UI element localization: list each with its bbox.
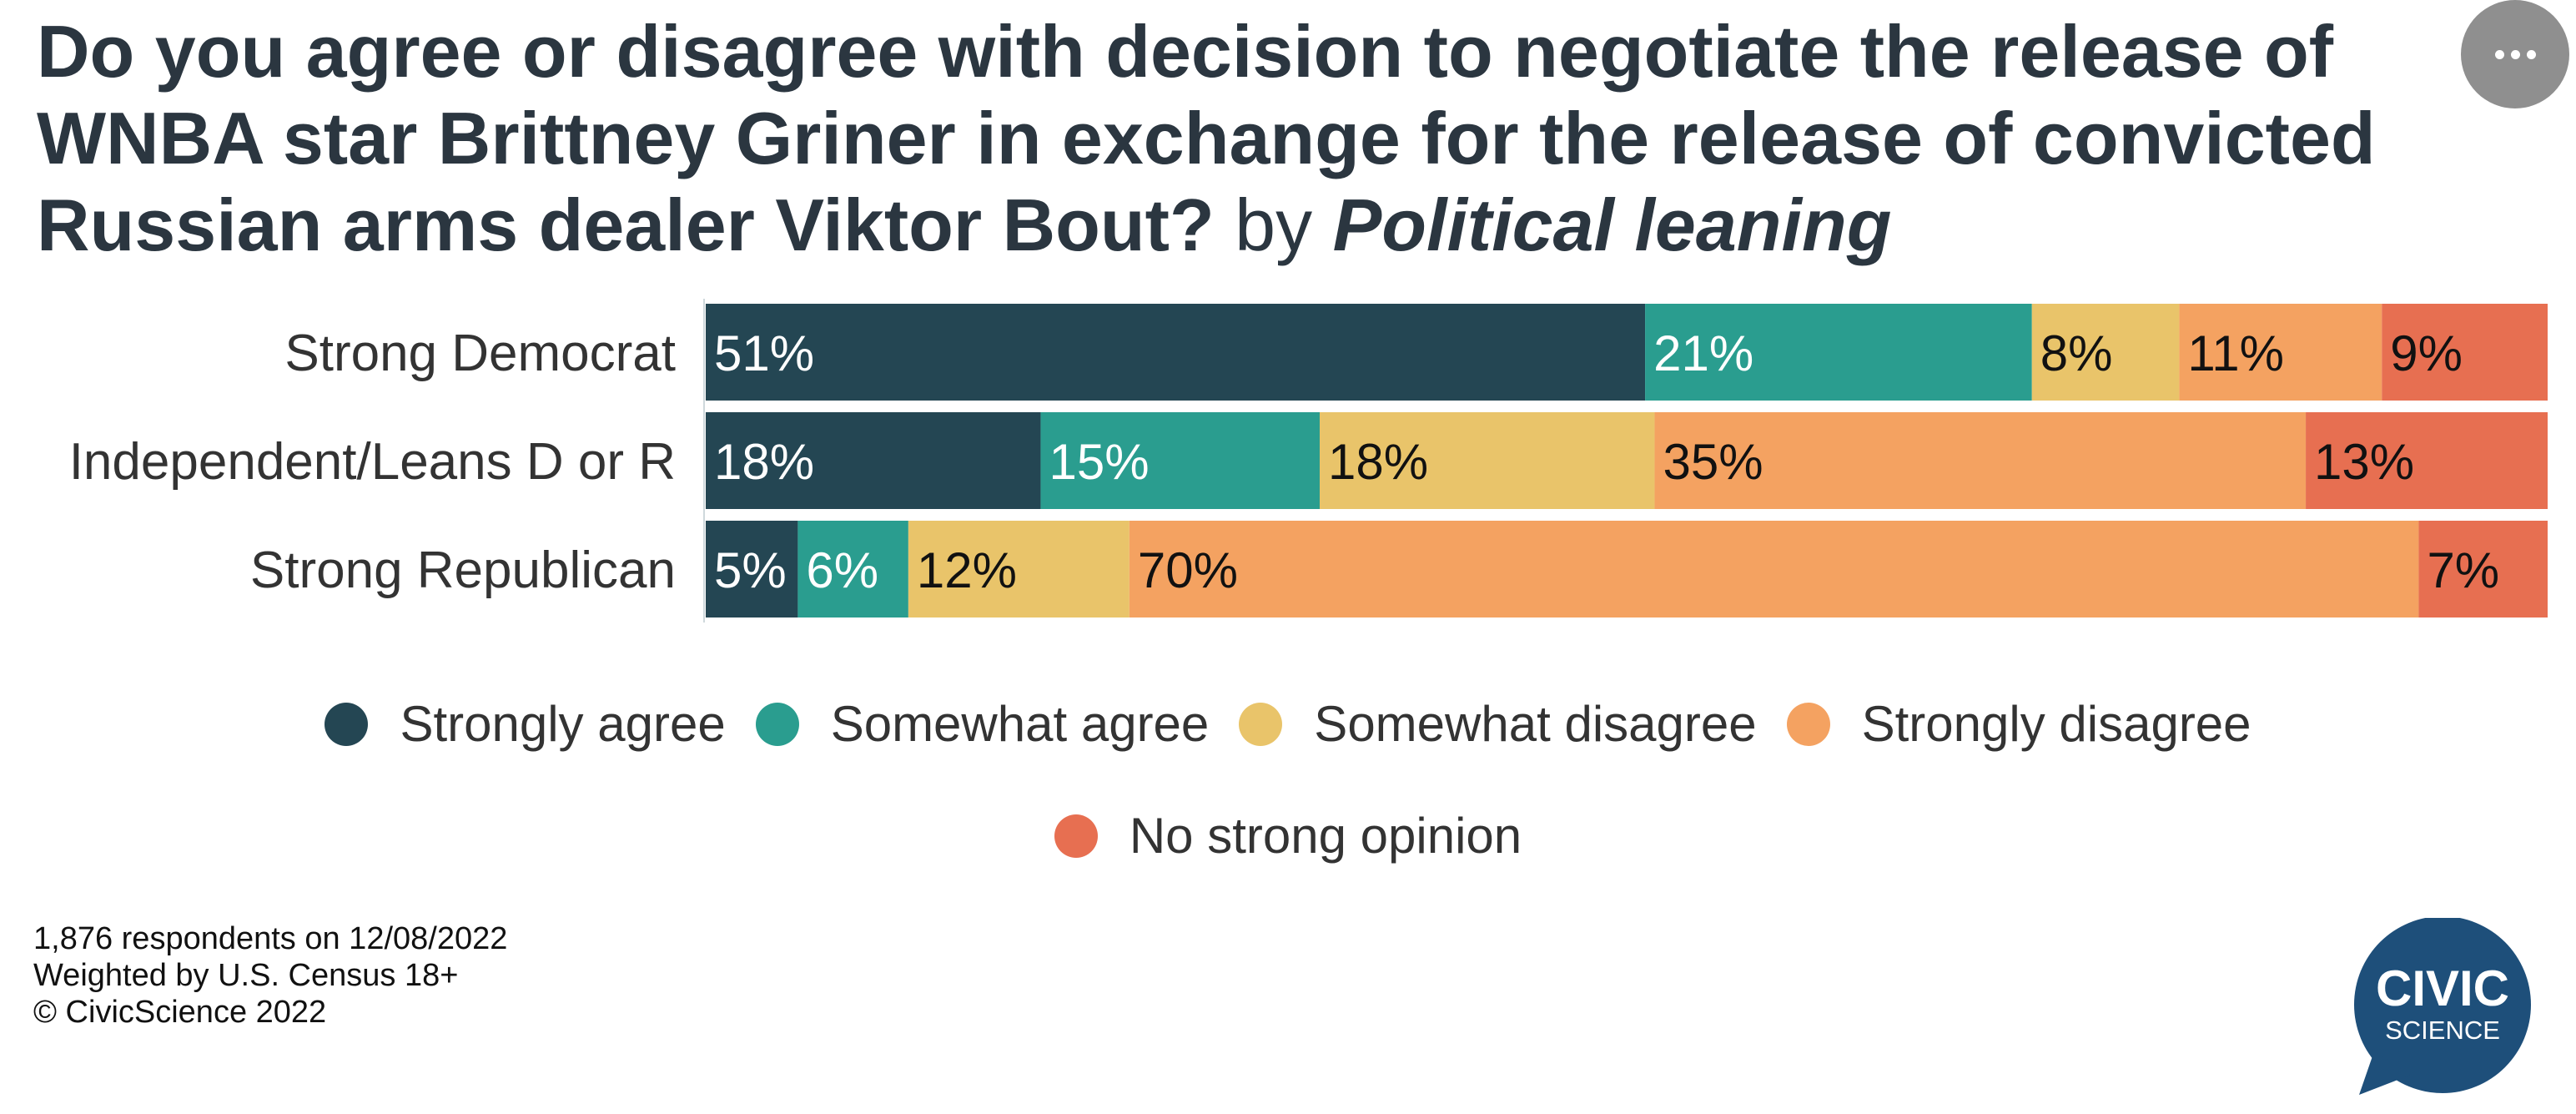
bar-segment xyxy=(1645,304,2032,401)
legend-label: Strongly disagree xyxy=(1861,696,2251,752)
bar-segment xyxy=(1040,412,1320,509)
civicscience-logo: CIVIC SCIENCE xyxy=(2354,918,2531,1095)
data-label: 6% xyxy=(806,542,878,598)
title-question: Do you agree or disagree with decision t… xyxy=(37,10,2376,266)
footer-weighting: Weighted by U.S. Census 18+ xyxy=(33,958,459,993)
data-label: 70% xyxy=(1138,542,1238,598)
legend-swatch xyxy=(1054,814,1098,858)
legend-item: Somewhat disagree xyxy=(1239,693,1757,756)
legend-swatch xyxy=(1786,703,1830,746)
legend-item: No strong opinion xyxy=(1054,804,1522,868)
bar-segment xyxy=(2306,412,2548,509)
bar-segment xyxy=(2418,521,2548,617)
bar-segment xyxy=(797,521,908,617)
stacked-bar-chart: Strong Democrat 51% 21% 8% 11% 9% Independent/… xyxy=(69,299,2548,623)
legend-label: Strongly agree xyxy=(400,696,726,752)
bar-segment xyxy=(2179,304,2382,401)
data-label: 35% xyxy=(1663,434,1763,490)
legend-label: No strong opinion xyxy=(1129,808,1522,864)
data-label: 11% xyxy=(2187,325,2284,381)
data-label: 21% xyxy=(1653,325,1753,381)
bar-segment xyxy=(1129,521,2419,617)
chart-footer: 1,876 respondents on 12/08/2022 Weighted… xyxy=(33,920,507,1031)
legend-label: Somewhat agree xyxy=(830,696,1210,752)
category-label: Strong Democrat xyxy=(284,325,676,382)
legend-swatch xyxy=(325,703,369,746)
legend-item: Somewhat agree xyxy=(755,693,1210,756)
legend-item: Strongly disagree xyxy=(1786,693,2251,756)
bar-segment xyxy=(2382,304,2548,401)
bar-segment xyxy=(1654,412,2307,509)
data-label: 7% xyxy=(2427,542,2499,598)
data-label: 13% xyxy=(2314,434,2414,490)
chart-legend: Strongly agree Somewhat agree Somewhat dis… xyxy=(0,693,2576,868)
title-by: by xyxy=(1235,184,1313,266)
category-label: Strong Republican xyxy=(250,542,676,599)
title-segment: Political leaning xyxy=(1332,184,1892,266)
legend-item: Strongly agree xyxy=(325,693,726,756)
footer-copyright: © CivicScience 2022 xyxy=(33,995,327,1030)
chart-title: Do you agree or disagree with decision t… xyxy=(37,8,2439,269)
data-label: 18% xyxy=(1328,434,1428,490)
data-label: 18% xyxy=(714,434,814,490)
data-label: 12% xyxy=(917,542,1017,598)
footer-respondents: 1,876 respondents on 12/08/2022 xyxy=(33,921,508,956)
category-label: Independent/Leans D or R xyxy=(69,433,676,491)
logo-text-civic: CIVIC xyxy=(2376,960,2509,1016)
bar-segment xyxy=(1320,412,1655,509)
bar-segment xyxy=(908,521,1130,617)
more-options-button[interactable] xyxy=(2461,0,2569,108)
more-horizontal-icon xyxy=(2461,0,2569,108)
legend-swatch xyxy=(1239,703,1283,746)
bar-segment xyxy=(706,521,798,617)
logo-text-science: SCIENCE xyxy=(2385,1016,2500,1045)
legend-label: Somewhat disagree xyxy=(1314,696,1757,752)
bar-segment xyxy=(706,304,1646,401)
data-label: 5% xyxy=(714,542,787,598)
legend-swatch xyxy=(755,703,799,746)
data-label: 9% xyxy=(2390,325,2463,381)
data-label: 51% xyxy=(714,325,814,381)
bar-segment xyxy=(2031,304,2180,401)
data-label: 15% xyxy=(1049,434,1149,490)
bar-segment xyxy=(706,412,1041,509)
data-label: 8% xyxy=(2040,325,2113,381)
